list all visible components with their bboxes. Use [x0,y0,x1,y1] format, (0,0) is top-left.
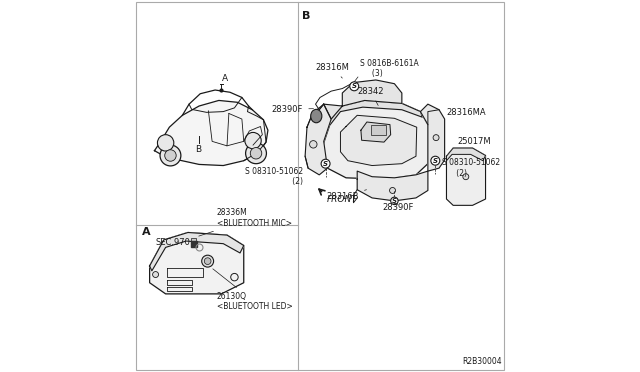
Circle shape [321,159,330,168]
Circle shape [390,197,398,205]
Text: A: A [141,227,150,237]
Bar [191,238,196,242]
Polygon shape [324,80,402,119]
Polygon shape [150,232,244,271]
Text: 28316M: 28316M [316,63,349,78]
Text: S 08310-51062
      (2): S 08310-51062 (2) [245,167,303,186]
Text: S 08310-51062
      (2): S 08310-51062 (2) [442,158,500,177]
Text: 28316B: 28316B [326,190,367,201]
Text: 28316MA: 28316MA [447,108,486,117]
Text: 28390F: 28390F [272,105,314,113]
Text: R2B30004: R2B30004 [462,357,502,366]
Text: 25017M: 25017M [457,137,490,146]
Text: A: A [222,74,228,83]
Circle shape [157,135,174,151]
Circle shape [202,255,214,267]
Circle shape [431,156,440,165]
Circle shape [246,143,266,164]
Circle shape [164,150,176,161]
Ellipse shape [310,109,322,123]
Text: B: B [302,11,310,21]
Text: FRONT: FRONT [326,195,358,204]
Polygon shape [324,100,428,179]
Circle shape [160,145,181,166]
Circle shape [310,141,317,148]
Text: 26130Q
<BLUETOOTH LED>: 26130Q <BLUETOOTH LED> [213,269,292,311]
Circle shape [433,135,439,141]
Circle shape [250,148,262,159]
Polygon shape [305,104,331,175]
Circle shape [349,82,358,91]
Polygon shape [150,232,244,294]
Text: S: S [352,83,356,89]
Polygon shape [154,100,268,166]
Text: S: S [392,198,397,204]
Polygon shape [340,115,417,166]
Circle shape [204,258,211,264]
Polygon shape [420,104,445,171]
Circle shape [463,174,468,180]
Text: B: B [195,145,202,154]
Circle shape [390,187,396,193]
Polygon shape [447,148,486,161]
Text: 28342: 28342 [357,87,384,105]
Polygon shape [447,148,486,205]
Text: S: S [323,161,328,167]
Text: 28390F: 28390F [383,203,414,212]
Text: SEC.970: SEC.970 [156,238,191,247]
Circle shape [245,132,261,149]
Polygon shape [357,171,428,201]
Text: S 0816B-6161A
     (3): S 0816B-6161A (3) [360,59,419,78]
Bar [371,125,386,135]
Text: S: S [433,158,438,164]
Circle shape [152,272,159,278]
Polygon shape [361,122,390,142]
Text: 28336M
<BLUETOOTH MIC>: 28336M <BLUETOOTH MIC> [199,208,292,236]
Polygon shape [324,100,422,143]
